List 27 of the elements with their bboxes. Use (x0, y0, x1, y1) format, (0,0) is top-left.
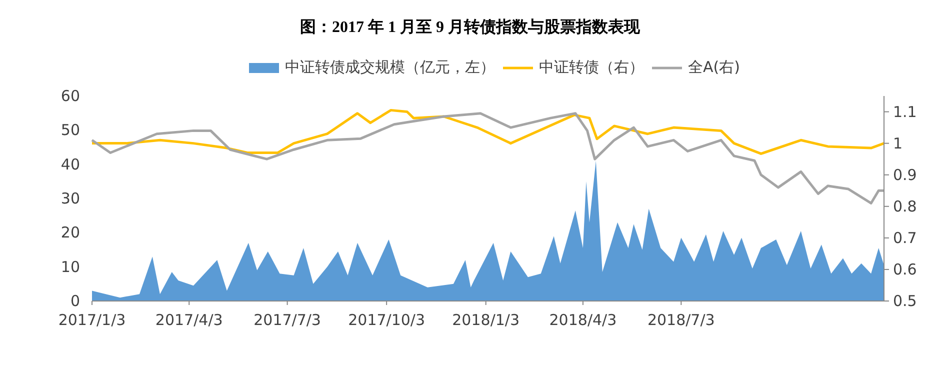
y-tick-label: 0 (70, 292, 80, 310)
chart-title: 图：2017 年 1 月至 9 月转债指数与股票指数表现 (300, 18, 641, 36)
y2-tick-label: 0.9 (893, 166, 917, 184)
legend-label: 中证转债（右） (539, 58, 644, 76)
y2-tick-label: 0.7 (893, 228, 917, 247)
x-tick-label: 2017/10/3 (348, 311, 426, 329)
y2-tick-label: 0.6 (893, 260, 917, 278)
y2-tick-label: 1.1 (893, 102, 917, 121)
x-tick-label: 2017/1/3 (58, 311, 126, 329)
line-series (90, 108, 886, 155)
y-tick-label: 40 (60, 155, 80, 174)
y2-tick-label: 0.5 (893, 292, 917, 310)
y2-tick-label: 0.8 (893, 197, 917, 216)
y2-tick-label: 1 (893, 134, 903, 152)
x-tick-label: 2018/4/3 (549, 311, 617, 329)
y-tick-label: 20 (60, 224, 80, 242)
y-tick-label: 10 (60, 258, 80, 276)
x-tick-label: 2017/4/3 (155, 311, 223, 329)
y-tick-label: 30 (60, 190, 80, 208)
y-tick-label: 60 (60, 87, 80, 105)
line-series (90, 112, 886, 204)
x-tick-label: 2017/7/3 (254, 311, 321, 329)
x-tick-label: 2018/7/3 (647, 311, 715, 329)
legend-label: 全A(右) (688, 58, 740, 76)
legend-label: 中证转债成交规模（亿元，左） (285, 58, 495, 76)
x-tick-label: 2018/1/3 (452, 311, 520, 329)
y-tick-label: 50 (60, 121, 80, 140)
